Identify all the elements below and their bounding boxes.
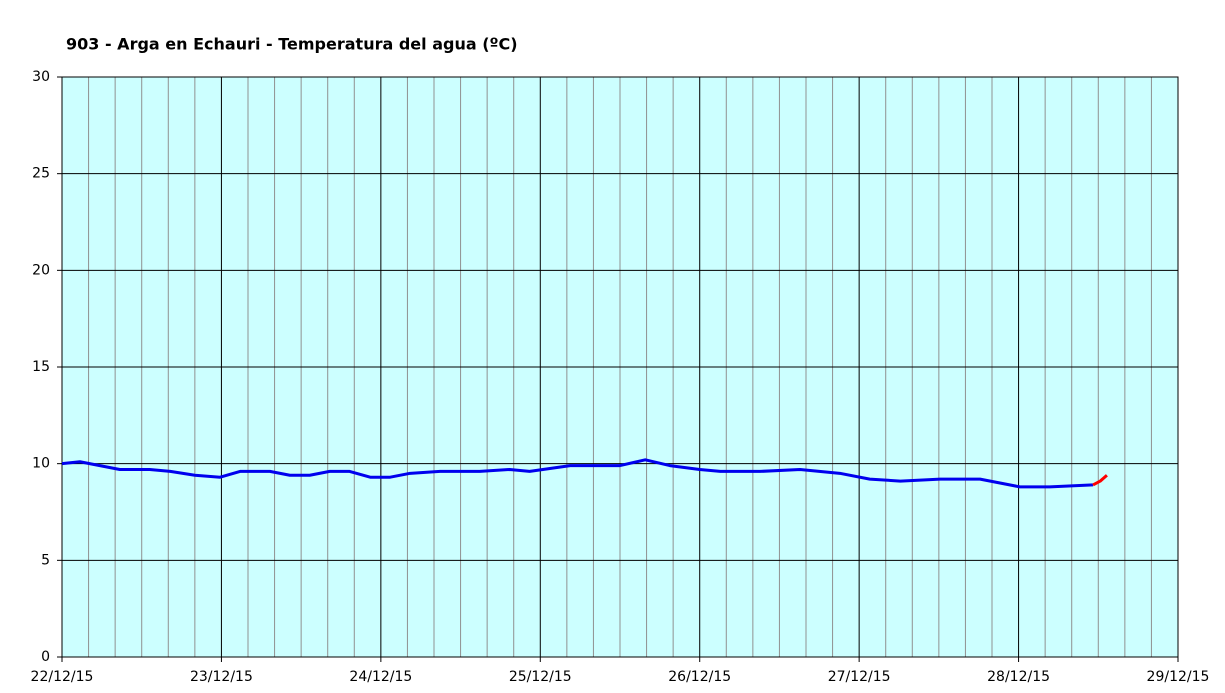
- y-tick-label: 25: [32, 166, 50, 182]
- x-tick-label: 24/12/15: [349, 669, 412, 685]
- x-tick-label: 29/12/15: [1147, 669, 1210, 685]
- y-tick-label: 20: [32, 262, 50, 278]
- y-tick-label: 10: [32, 456, 50, 472]
- x-tick-label: 25/12/15: [509, 669, 572, 685]
- y-tick-label: 0: [41, 649, 50, 665]
- chart-title: 903 - Arga en Echauri - Temperatura del …: [66, 35, 518, 54]
- x-tick-label: 28/12/15: [987, 669, 1050, 685]
- x-tick-label: 22/12/15: [31, 669, 94, 685]
- data-line: [61, 458, 1094, 489]
- y-tick-label: 15: [32, 359, 50, 375]
- x-tick-label: 26/12/15: [668, 669, 731, 685]
- data-line: [1092, 474, 1108, 487]
- plot-border: [61, 76, 1179, 658]
- x-tick-label: 23/12/15: [190, 669, 253, 685]
- y-tick-label: 5: [41, 552, 50, 568]
- y-tick-label: 30: [32, 69, 50, 85]
- x-tick-label: 27/12/15: [828, 669, 891, 685]
